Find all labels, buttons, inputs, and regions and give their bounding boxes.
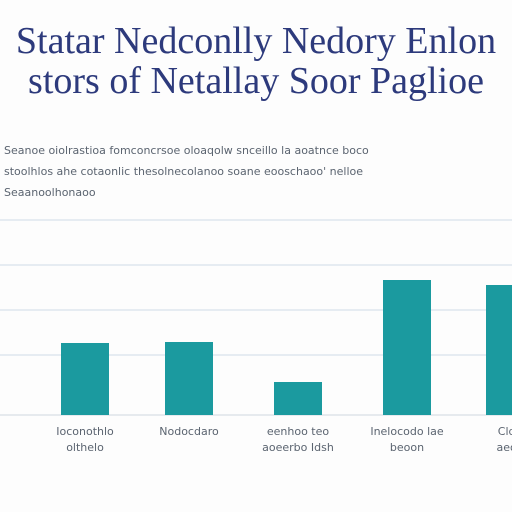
x-tick-label: Cldo aeoe — [496, 425, 512, 454]
bar — [165, 342, 213, 415]
description-line: stoolhlos ahe cotaonlic thesolnecolanoo … — [4, 166, 364, 177]
title-line: Statar Nedconlly Nedory Enlon — [15, 20, 497, 62]
description-line: Seanoe oiolrastioa fomconcrsoe oloaqolw … — [4, 145, 369, 156]
bar — [61, 343, 109, 415]
description-line: Seaanoolhonaoo — [4, 187, 96, 198]
x-tick-label: eenhoo teo aoeerbo Idsh — [262, 425, 334, 454]
x-tick-label: Ioconothlo olthelo — [56, 425, 114, 454]
title-line: stors of Netallay Soor Paglioe — [28, 60, 484, 102]
bar — [274, 382, 322, 415]
bar — [486, 285, 512, 415]
x-tick-label: Inelocodo lae beoon — [370, 425, 444, 454]
x-tick-label: Nodocdaro — [159, 425, 219, 438]
bar — [383, 280, 431, 415]
